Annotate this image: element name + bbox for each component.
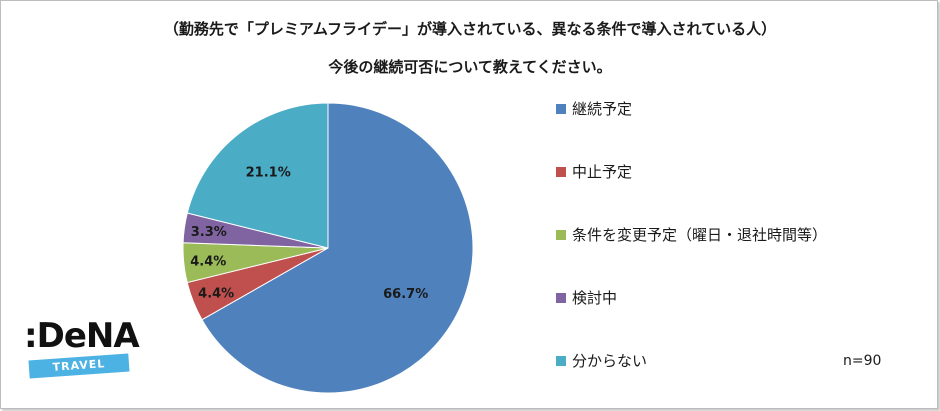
pie-label-stop: 4.4% [198, 287, 234, 302]
legend-swatch [556, 103, 566, 114]
legend-label: 中止予定 [572, 163, 633, 181]
pie-slice-unknown [186, 102, 329, 249]
pie-label-change-conditions: 4.4% [190, 254, 226, 269]
legend-label: 継続予定 [572, 100, 633, 118]
pie-slice-continue [201, 102, 474, 394]
chart-title-line-1: （勤務先で「プレミアムフライデー」が導入されている、異なる条件で導入されている人… [163, 20, 777, 38]
logo-travel-band: TRAVEL [28, 353, 130, 379]
legend-label: 条件を変更予定（曜日・退社時間等） [572, 226, 828, 244]
logo-wordmark: :DeNA [24, 316, 140, 356]
legend-swatch [556, 166, 566, 177]
pie-label-considering: 3.3% [191, 225, 227, 240]
dena-travel-logo: :DeNA TRAVEL [24, 316, 140, 379]
legend-item-change-conditions: 条件を変更予定（曜日・退社時間等） [556, 224, 827, 245]
legend-item-considering: 検討中 [556, 287, 617, 308]
legend-item-stop: 中止予定 [556, 161, 632, 182]
legend-label: 分からない [572, 352, 648, 370]
legend-swatch [556, 229, 566, 240]
chart-title-line-2: 今後の継続可否について教えてください。 [328, 58, 612, 76]
legend-label: 検討中 [572, 289, 618, 307]
legend-swatch [556, 355, 566, 366]
sample-size-note: n=90 [843, 353, 882, 369]
pie-label-continue: 66.7% [383, 287, 428, 302]
legend-item-continue: 継続予定 [556, 98, 632, 119]
pie-label-unknown: 21.1% [246, 166, 291, 181]
legend-swatch [556, 292, 566, 303]
legend-item-unknown: 分からない [556, 350, 647, 371]
